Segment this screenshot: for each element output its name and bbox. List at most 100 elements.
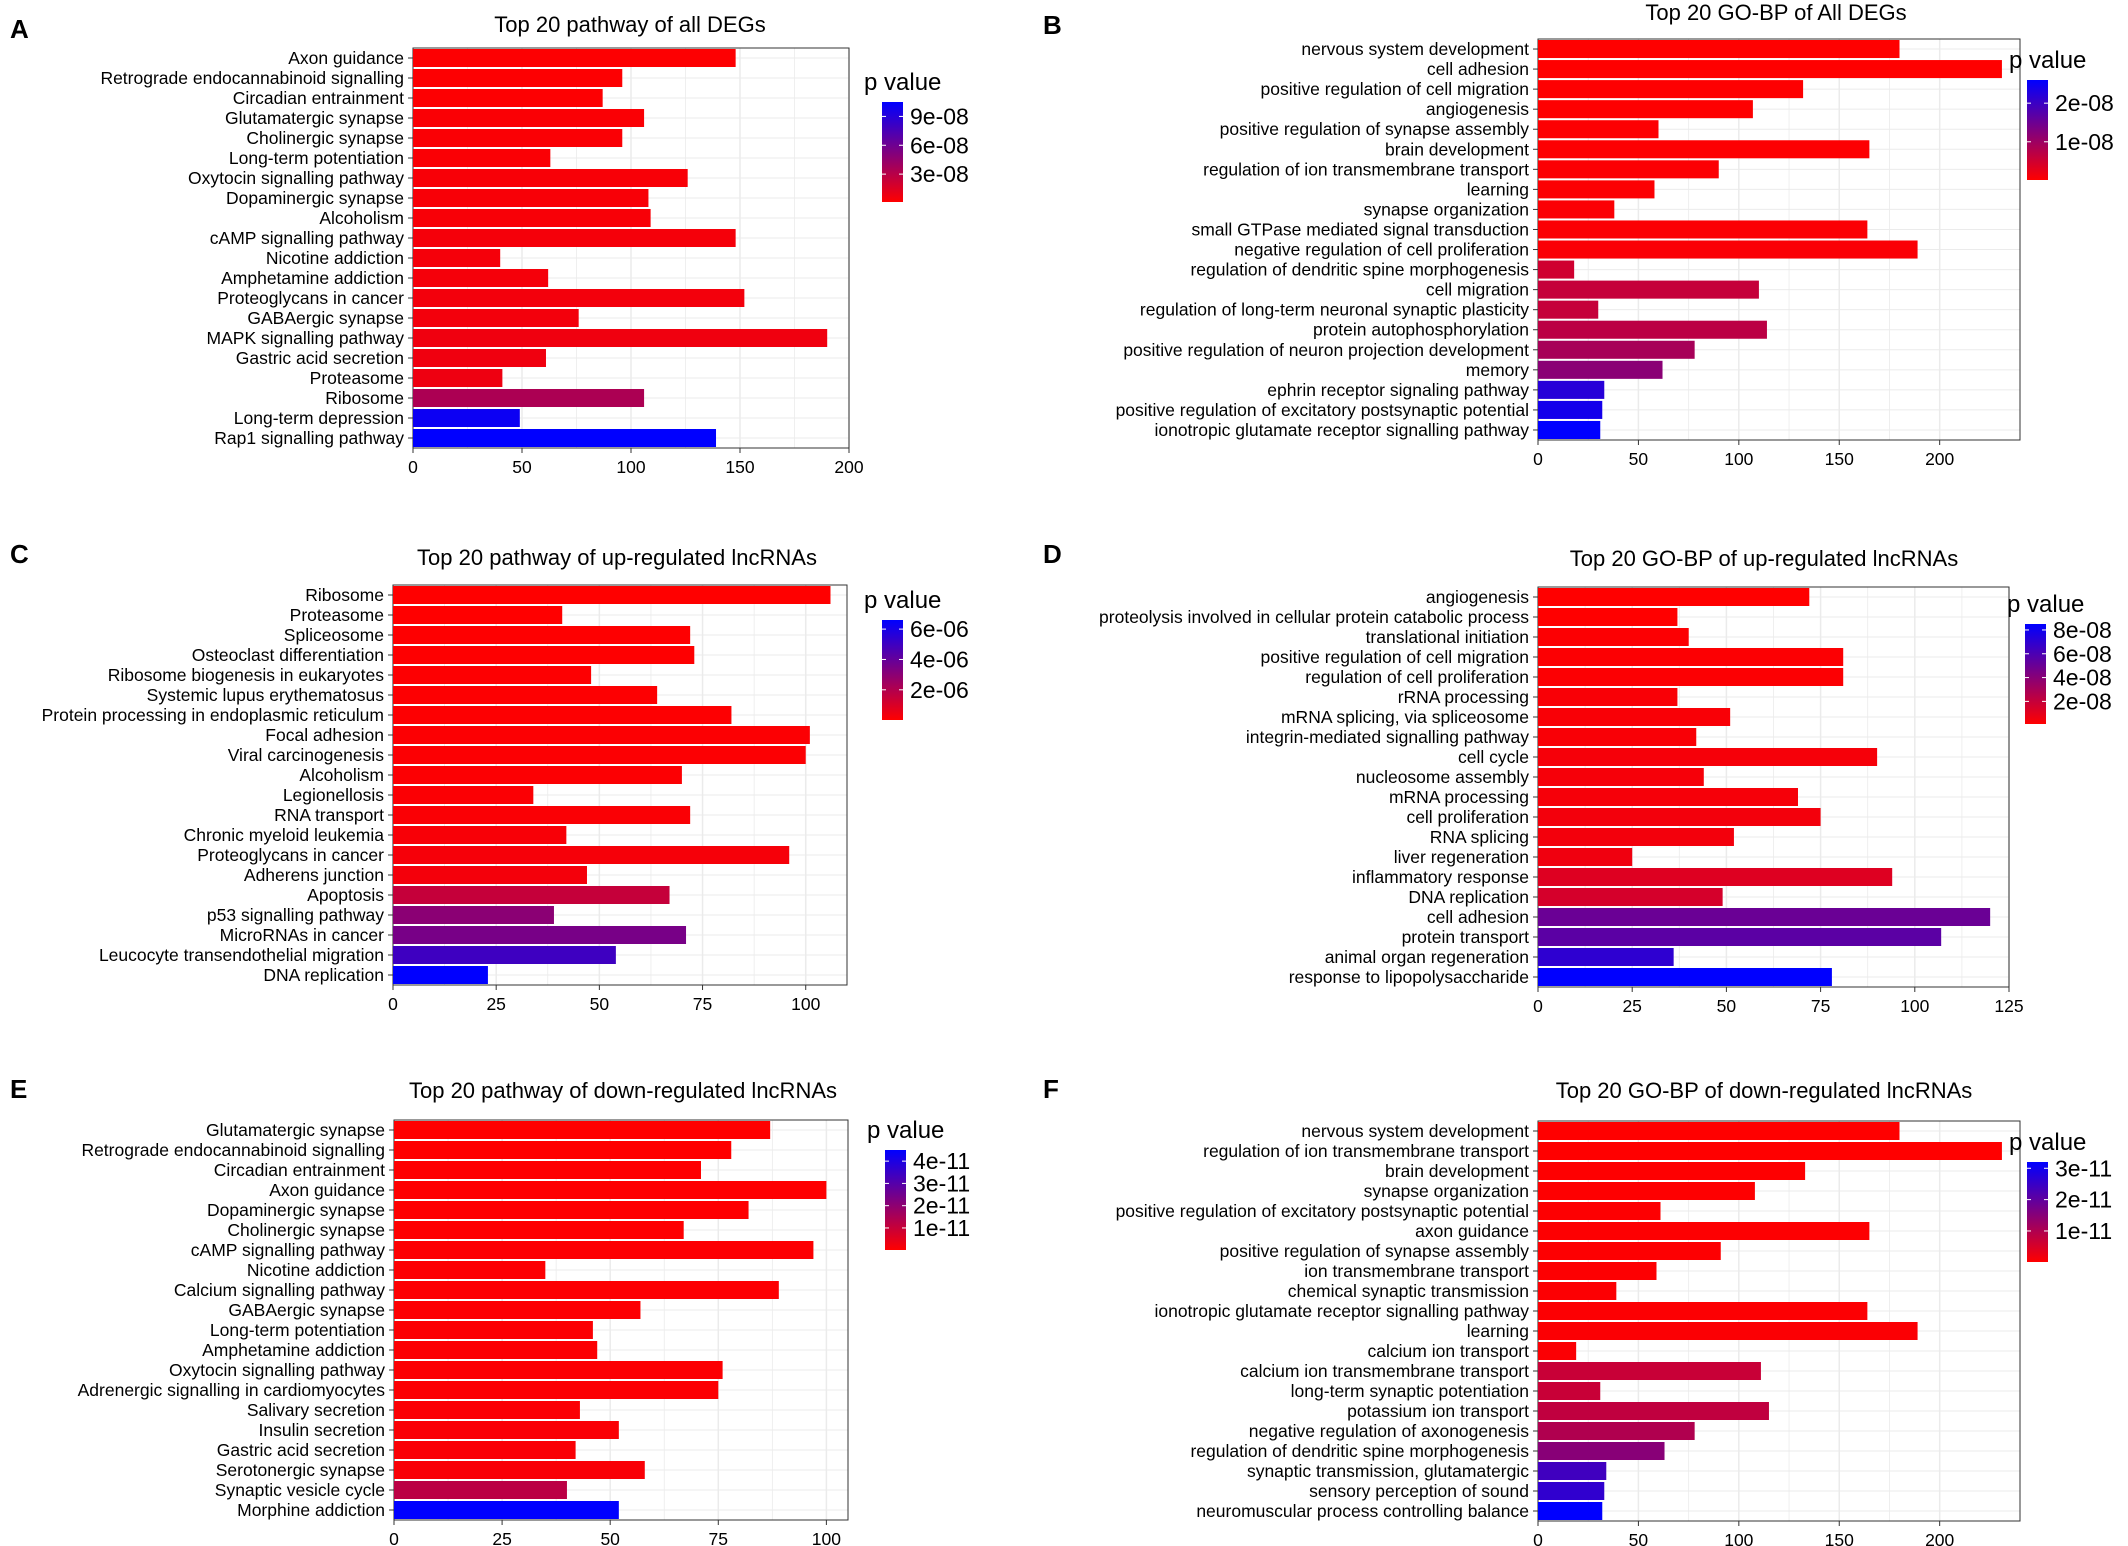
category-label: positive regulation of excitatory postsy… <box>1116 400 1529 420</box>
bar <box>1538 728 1697 746</box>
bar <box>393 666 592 684</box>
bar <box>1538 1282 1617 1300</box>
colorbar-label: 2e-11 <box>2055 1187 2112 1213</box>
category-label: mRNA splicing, via spliceosome <box>1281 707 1529 727</box>
bar <box>1538 1462 1607 1480</box>
colorbar <box>2027 80 2048 180</box>
category-label: Oxytocin signalling pathway <box>169 1360 385 1380</box>
bar <box>393 886 670 904</box>
colorbar-label: 2e-08 <box>2055 90 2114 116</box>
x-tick-label: 25 <box>1622 996 1641 1016</box>
x-tick-label: 25 <box>486 994 505 1014</box>
bar <box>394 1361 723 1379</box>
bar <box>1538 1122 1900 1140</box>
category-label: Nicotine addiction <box>266 248 404 268</box>
category-label: sensory perception of sound <box>1309 1481 1529 1501</box>
category-label: regulation of ion transmembrane transpor… <box>1203 1141 1529 1161</box>
plot-frame <box>392 584 848 986</box>
category-label: liver regeneration <box>1394 847 1529 867</box>
bar <box>1538 200 1615 219</box>
colorbar <box>2025 624 2046 724</box>
category-label: nucleosome assembly <box>1356 767 1529 787</box>
bar <box>393 926 687 944</box>
category-label: regulation of cell proliferation <box>1305 667 1529 687</box>
bar <box>394 1461 645 1479</box>
legend-title: p value <box>867 1117 944 1144</box>
category-label: Serotonergic synapse <box>216 1460 385 1480</box>
bar <box>1538 420 1601 439</box>
category-label: cell cycle <box>1458 747 1529 767</box>
bar <box>394 1501 619 1519</box>
x-tick-label: 200 <box>1925 449 1954 469</box>
category-label: ionotropic glutamate receptor signalling… <box>1154 1301 1529 1321</box>
category-label: ephrin receptor signaling pathway <box>1267 380 1529 400</box>
bar <box>413 429 717 447</box>
bar <box>1538 220 1868 239</box>
category-label: regulation of ion transmembrane transpor… <box>1203 159 1529 179</box>
category-label: Circadian entrainment <box>233 88 404 108</box>
category-label: regulation of long-term neuronal synapti… <box>1140 300 1529 320</box>
bar <box>1538 608 1678 626</box>
category-label: RNA transport <box>274 805 384 825</box>
category-label: learning <box>1467 1321 1529 1341</box>
category-label: nervous system development <box>1301 1121 1529 1141</box>
colorbar-label: 3e-08 <box>910 161 969 187</box>
bar <box>394 1301 641 1319</box>
category-label: Oxytocin signalling pathway <box>188 168 404 188</box>
category-label: brain development <box>1385 1161 1529 1181</box>
chart-title: Top 20 pathway of down-regulated lncRNAs <box>409 1078 837 1103</box>
category-label: negative regulation of axonogenesis <box>1249 1421 1529 1441</box>
x-tick-label: 125 <box>1994 996 2023 1016</box>
bar <box>1538 1142 2002 1160</box>
x-tick-label: 100 <box>1900 996 1929 1016</box>
category-label: Systemic lupus erythematosus <box>147 685 385 705</box>
category-label: neuromuscular process controlling balanc… <box>1196 1501 1529 1521</box>
colorbar-label: 2e-11 <box>913 1193 970 1219</box>
category-label: chemical synaptic transmission <box>1288 1281 1529 1301</box>
x-tick-label: 200 <box>1925 1530 1954 1546</box>
category-label: Retrograde endocannabinoid signalling <box>100 68 404 88</box>
category-label: Osteoclast differentiation <box>192 645 384 665</box>
category-label: response to lipopolysaccharide <box>1289 967 1529 987</box>
x-tick-label: 0 <box>408 457 418 477</box>
bar <box>393 626 691 644</box>
category-label: Axon guidance <box>269 1180 385 1200</box>
bars <box>1538 40 2002 439</box>
bars <box>1538 588 1991 986</box>
category-label: brain development <box>1385 139 1529 159</box>
bar <box>1538 1222 1870 1240</box>
category-label: Apoptosis <box>307 885 384 905</box>
x-tick-label: 100 <box>812 1529 841 1546</box>
category-label: Alcoholism <box>299 765 384 785</box>
bar <box>1538 1322 1918 1340</box>
category-label: Gastric acid secretion <box>236 348 404 368</box>
bar <box>393 606 563 624</box>
bar <box>1538 808 1821 826</box>
category-label: Proteoglycans in cancer <box>197 845 384 865</box>
bar <box>394 1481 567 1499</box>
category-label: Alcoholism <box>319 208 404 228</box>
bar <box>1538 1162 1806 1180</box>
bar <box>1538 340 1695 359</box>
colorbar <box>882 102 903 202</box>
bar <box>393 826 567 844</box>
category-label: p53 signalling pathway <box>207 905 384 925</box>
bar <box>1538 60 2002 79</box>
bar <box>393 866 587 884</box>
x-tick-label: 0 <box>389 1529 399 1546</box>
bar <box>393 686 658 704</box>
grid <box>392 585 847 985</box>
bar <box>393 846 790 864</box>
plot-frame <box>393 1119 849 1521</box>
colorbar-label: 6e-08 <box>910 132 969 158</box>
category-label: cell adhesion <box>1427 907 1529 927</box>
legend-title: p value <box>864 587 941 614</box>
category-label: MAPK signalling pathway <box>207 328 405 348</box>
bar <box>394 1161 701 1179</box>
colorbar-label: 8e-08 <box>2053 617 2112 643</box>
category-label: positive regulation of cell migration <box>1261 79 1529 99</box>
bar <box>1538 300 1599 319</box>
bar <box>413 309 579 327</box>
